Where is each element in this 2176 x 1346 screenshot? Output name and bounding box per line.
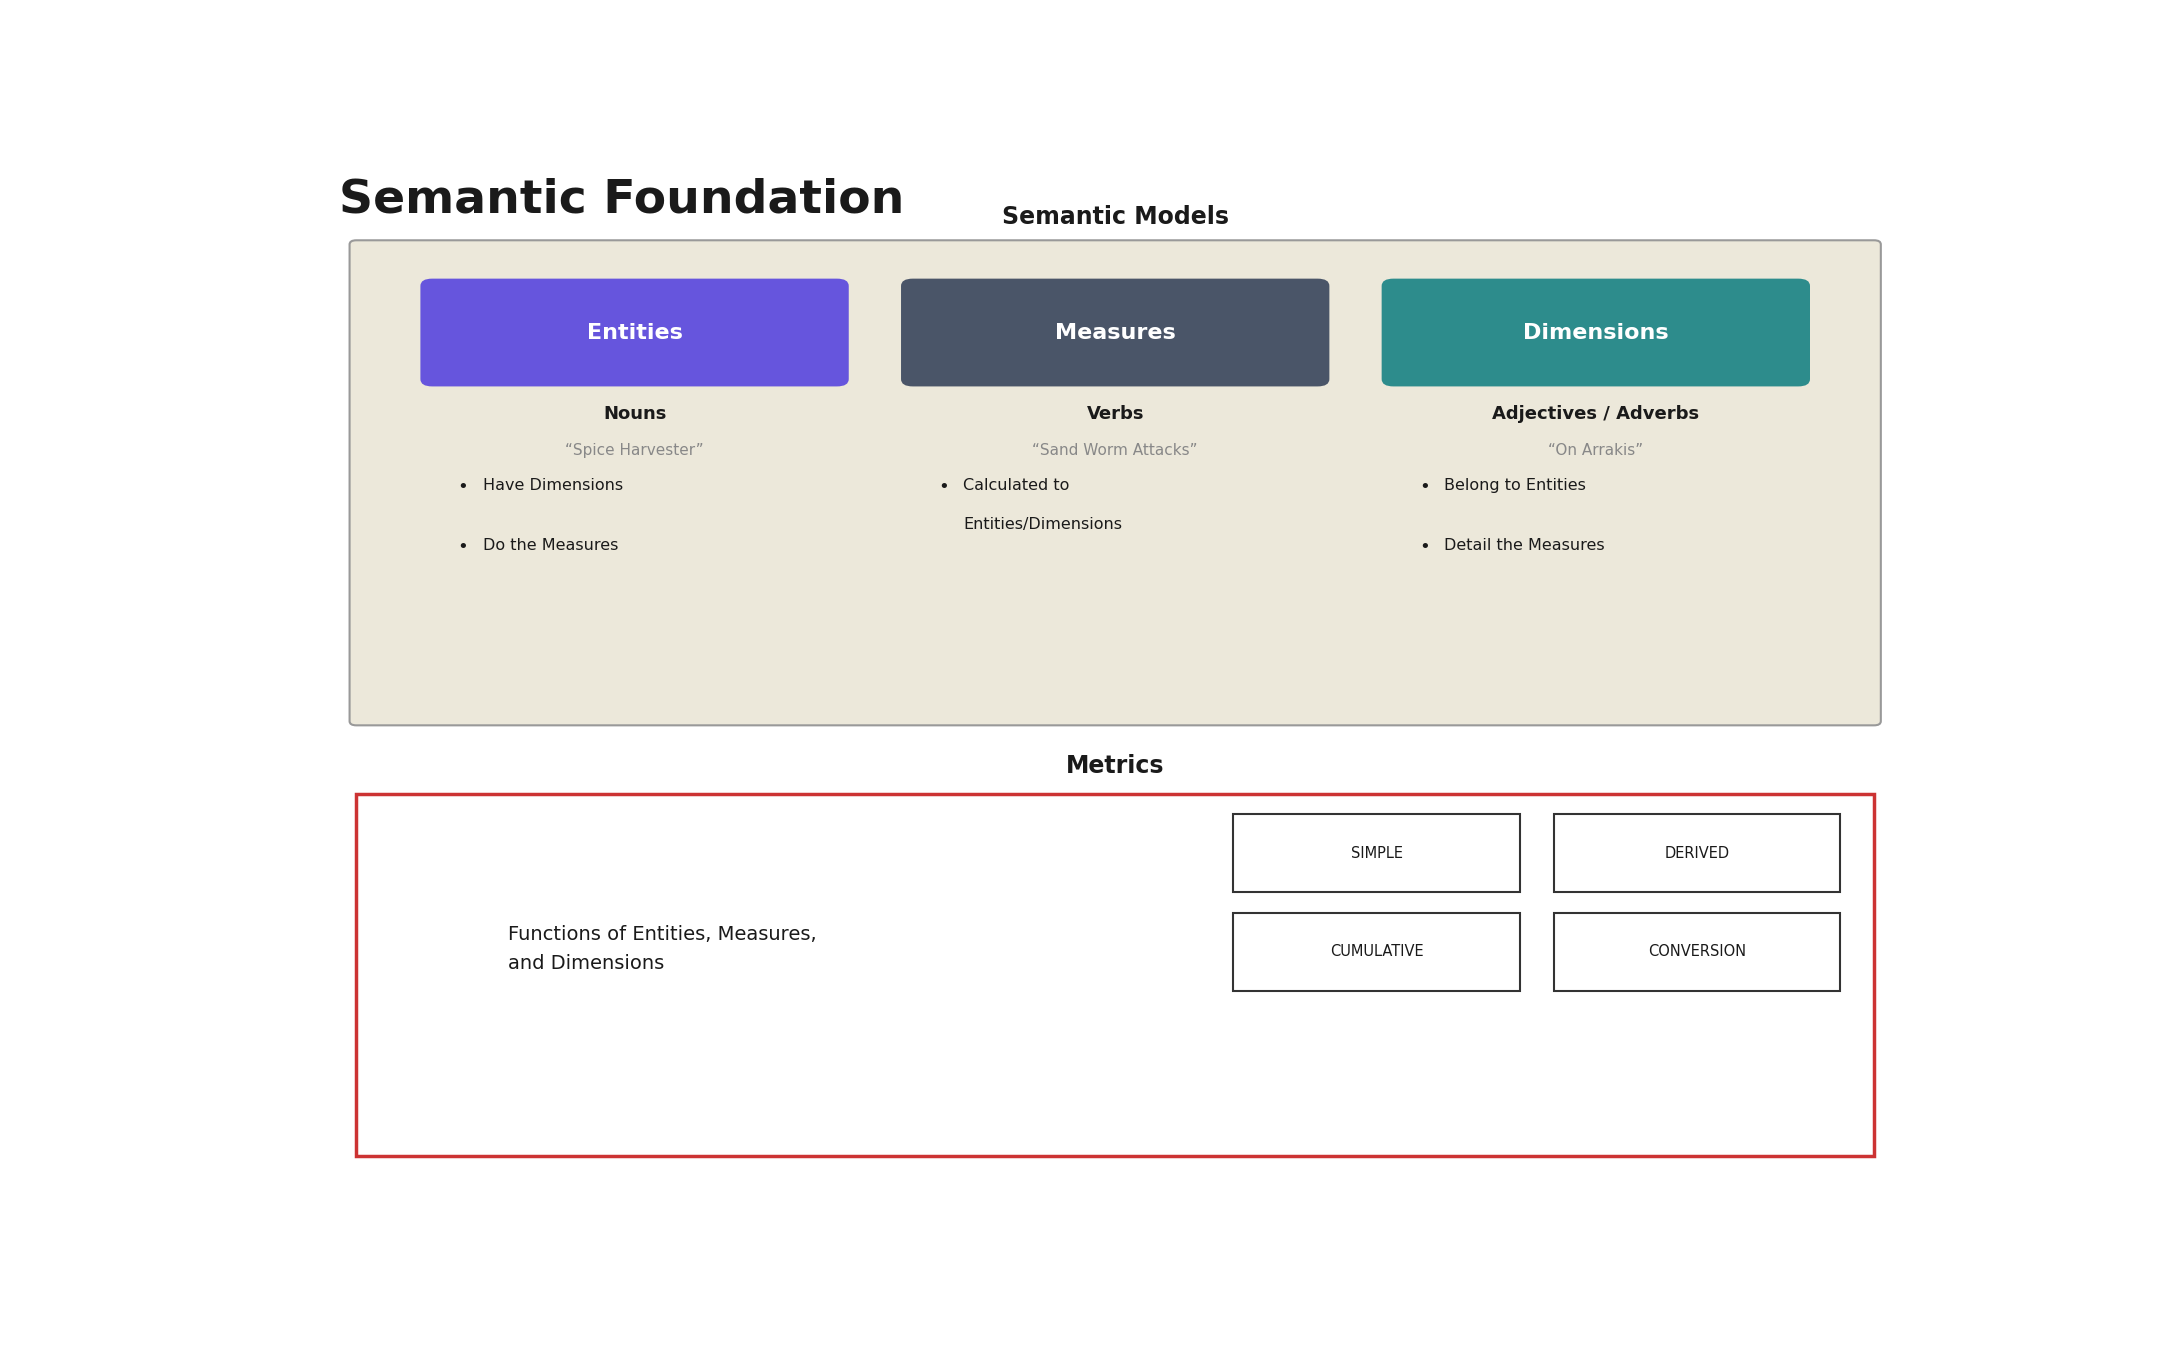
Text: Dimensions: Dimensions — [1523, 323, 1669, 342]
Text: Nouns: Nouns — [603, 405, 666, 423]
Text: Detail the Measures: Detail the Measures — [1445, 538, 1604, 553]
FancyBboxPatch shape — [901, 279, 1330, 386]
Text: Calculated to: Calculated to — [964, 478, 1071, 493]
Text: “Sand Worm Attacks”: “Sand Worm Attacks” — [1031, 443, 1199, 459]
Text: Semantic Foundation: Semantic Foundation — [339, 178, 905, 222]
FancyBboxPatch shape — [1382, 279, 1810, 386]
Text: •: • — [1419, 478, 1430, 495]
Text: DERIVED: DERIVED — [1665, 845, 1730, 861]
Text: “Spice Harvester”: “Spice Harvester” — [566, 443, 703, 459]
Text: Do the Measures: Do the Measures — [483, 538, 618, 553]
Text: Entities: Entities — [588, 323, 683, 342]
Text: SIMPLE: SIMPLE — [1351, 845, 1404, 861]
Bar — [1234, 814, 1519, 892]
Text: “On Arrakis”: “On Arrakis” — [1549, 443, 1643, 459]
Text: Metrics: Metrics — [1066, 754, 1164, 778]
Text: Adjectives / Adverbs: Adjectives / Adverbs — [1493, 405, 1699, 423]
Text: Measures: Measures — [1055, 323, 1175, 342]
Text: Verbs: Verbs — [1086, 405, 1145, 423]
FancyBboxPatch shape — [350, 241, 1880, 725]
Text: Entities/Dimensions: Entities/Dimensions — [964, 517, 1123, 532]
Bar — [1234, 913, 1519, 991]
Bar — [1554, 913, 1841, 991]
Text: •: • — [938, 478, 949, 495]
Text: Functions of Entities, Measures,
and Dimensions: Functions of Entities, Measures, and Dim… — [507, 925, 816, 973]
Text: •: • — [457, 538, 468, 556]
Text: Have Dimensions: Have Dimensions — [483, 478, 622, 493]
FancyBboxPatch shape — [420, 279, 849, 386]
Text: Semantic Models: Semantic Models — [1001, 205, 1229, 229]
Text: CONVERSION: CONVERSION — [1647, 945, 1745, 960]
Bar — [1554, 814, 1841, 892]
Text: •: • — [1419, 538, 1430, 556]
Bar — [357, 794, 1874, 1156]
Text: CUMULATIVE: CUMULATIVE — [1330, 945, 1423, 960]
Text: Belong to Entities: Belong to Entities — [1445, 478, 1586, 493]
Text: •: • — [457, 478, 468, 495]
